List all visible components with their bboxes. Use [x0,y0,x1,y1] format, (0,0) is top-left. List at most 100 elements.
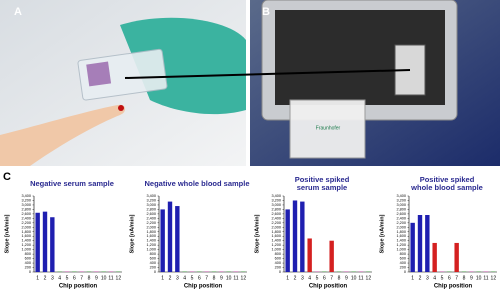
chart-title: Positive spiked [295,175,350,184]
x-tick-label: 7 [80,275,83,281]
y-tick-label: 3,400 [146,194,156,198]
x-tick-label: 6 [448,275,451,281]
photo-b: Fraunhofer [250,0,500,166]
x-tick-label: 12 [491,275,497,281]
panel-label: B [262,6,270,18]
y-tick-label: 3,000 [146,203,156,207]
y-tick-label: 3,000 [396,203,406,207]
y-tick-label: 600 [275,257,281,261]
y-tick-label: 2,000 [271,225,281,229]
x-tick-label: 11 [483,275,488,281]
bar [425,215,430,272]
y-tick-label: 800 [275,252,281,256]
bar [300,201,305,272]
y-axis-label: Slope [nA/min] [379,214,385,253]
x-tick-label: 12 [241,275,247,281]
y-tick-label: 600 [25,257,31,261]
bar [42,211,48,272]
x-tick-label: 3 [301,275,304,281]
x-tick-label: 3 [426,275,429,281]
x-tick-label: 1 [411,275,414,281]
y-tick-label: 1,000 [21,248,31,252]
y-tick-label: 2,600 [21,212,31,216]
y-tick-label: 1,200 [21,243,31,247]
x-tick-label: 9 [345,275,348,281]
bar [285,209,290,272]
y-tick-label: 1,800 [146,230,156,234]
x-tick-label: 8 [463,275,466,281]
y-tick-label: 3,000 [21,203,31,207]
y-tick-label: 1,400 [271,239,281,243]
y-tick-label: 2,200 [21,221,31,225]
x-tick-label: 11 [108,275,113,281]
y-tick-label: 0 [279,270,281,274]
y-tick-label: 2,600 [396,212,406,216]
y-tick-label: 3,200 [146,198,156,202]
connector-line [124,69,411,79]
y-tick-label: 1,600 [146,234,156,238]
y-tick-label: 1,400 [21,239,31,243]
bar [35,212,40,272]
y-tick-label: 2,000 [146,225,156,229]
x-axis-label: Chip position [184,284,223,290]
x-tick-label: 2 [169,275,172,281]
y-tick-label: 0 [29,270,31,274]
x-tick-label: 4 [183,275,186,281]
y-tick-label: 2,400 [146,216,156,220]
y-tick-label: 200 [150,266,156,270]
y-tick-label: 2,200 [146,221,156,225]
bar [417,215,423,272]
x-tick-label: 10 [101,275,107,281]
photo-text: Fraunhofer [316,125,341,131]
x-tick-label: 8 [88,275,91,281]
x-tick-label: 3 [51,275,54,281]
y-tick-label: 400 [25,261,31,265]
y-tick-label: 200 [400,266,406,270]
x-tick-label: 11 [358,275,363,281]
bar [410,222,415,272]
x-tick-label: 7 [455,275,458,281]
x-tick-label: 12 [366,275,372,281]
y-tick-label: 2,600 [271,212,281,216]
x-tick-label: 10 [351,275,357,281]
y-axis-label: Slope [nA/min] [4,214,10,253]
y-tick-label: 400 [400,261,406,265]
y-tick-label: 1,400 [146,239,156,243]
y-tick-label: 3,400 [21,194,31,198]
y-tick-label: 2,400 [396,216,406,220]
bar [175,206,180,272]
x-tick-label: 1 [286,275,289,281]
x-tick-label: 10 [226,275,232,281]
y-tick-label: 2,000 [21,225,31,229]
y-tick-label: 2,400 [271,216,281,220]
y-tick-label: 1,400 [396,239,406,243]
x-tick-label: 4 [58,275,61,281]
chart-title: serum sample [297,183,347,192]
x-tick-label: 1 [161,275,164,281]
y-tick-label: 1,800 [271,230,281,234]
chart-title: whole blood sample [410,183,483,192]
y-axis-label: Slope [nA/min] [129,214,135,253]
y-tick-label: 600 [400,257,406,261]
y-tick-label: 800 [150,252,156,256]
y-tick-label: 1,600 [271,234,281,238]
y-tick-label: 2,400 [21,216,31,220]
photo-a [0,0,246,166]
y-tick-label: 1,600 [21,234,31,238]
x-tick-label: 11 [233,275,238,281]
y-tick-label: 3,200 [21,198,31,202]
y-tick-label: 200 [275,266,281,270]
x-tick-label: 6 [198,275,201,281]
x-tick-label: 5 [316,275,319,281]
chart-title: Negative whole blood sample [144,179,249,188]
bar [292,200,298,272]
x-tick-label: 7 [205,275,208,281]
y-axis-label: Slope [nA/min] [254,214,260,253]
x-tick-label: 4 [433,275,436,281]
bar [167,201,173,272]
x-tick-label: 2 [294,275,297,281]
y-tick-label: 3,200 [271,198,281,202]
y-tick-label: 0 [154,270,156,274]
bar [307,238,312,272]
y-tick-label: 3,000 [271,203,281,207]
